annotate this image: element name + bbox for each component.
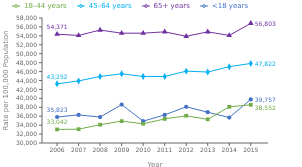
svg-text:38,552: 38,552	[255, 104, 276, 111]
svg-text:34,000: 34,000	[16, 121, 37, 128]
svg-text:40,000: 40,000	[16, 94, 37, 101]
svg-text:39,757: 39,757	[255, 96, 276, 103]
html-text:45–64 years: 45–64 years	[88, 2, 132, 10]
svg-text:2006: 2006	[49, 146, 64, 153]
svg-text:50,000: 50,000	[16, 50, 37, 57]
svg-text:2008: 2008	[92, 146, 107, 153]
svg-text:2012: 2012	[179, 146, 194, 153]
svg-text:38,000: 38,000	[16, 103, 37, 110]
svg-text:30,000: 30,000	[16, 139, 37, 146]
svg-text:2014: 2014	[222, 146, 237, 153]
svg-text:33,042: 33,042	[47, 118, 68, 125]
svg-text:43,252: 43,252	[47, 73, 68, 80]
svg-text:Year: Year	[147, 161, 163, 167]
svg-text:56,000: 56,000	[16, 23, 37, 30]
svg-text:52,000: 52,000	[16, 41, 37, 48]
svg-text:32,000: 32,000	[16, 130, 37, 137]
svg-text:54,000: 54,000	[16, 32, 37, 39]
svg-text:47,822: 47,822	[255, 60, 276, 67]
svg-text:2015: 2015	[243, 146, 258, 153]
svg-text:48,000: 48,000	[16, 59, 37, 66]
svg-text:54,371: 54,371	[47, 23, 68, 30]
svg-text:2011: 2011	[157, 146, 172, 153]
html-text:<18 years: <18 years	[211, 2, 249, 10]
svg-text:Rate per 100,000 Population: Rate per 100,000 Population	[8, 30, 10, 130]
svg-text:46,000: 46,000	[16, 68, 37, 75]
svg-text:44,000: 44,000	[16, 77, 37, 84]
svg-text:35,823: 35,823	[47, 106, 68, 113]
html-text:65+ years: 65+ years	[153, 2, 190, 10]
svg-text:2007: 2007	[71, 146, 86, 153]
html-text:18–44 years: 18–44 years	[23, 2, 67, 10]
svg-text:2010: 2010	[136, 146, 151, 153]
svg-text:42,000: 42,000	[16, 86, 37, 93]
svg-text:56,803: 56,803	[255, 20, 276, 27]
svg-text:58,000: 58,000	[16, 14, 37, 21]
svg-text:2013: 2013	[200, 146, 215, 153]
svg-text:2009: 2009	[114, 146, 129, 153]
svg-text:36,000: 36,000	[16, 112, 37, 119]
